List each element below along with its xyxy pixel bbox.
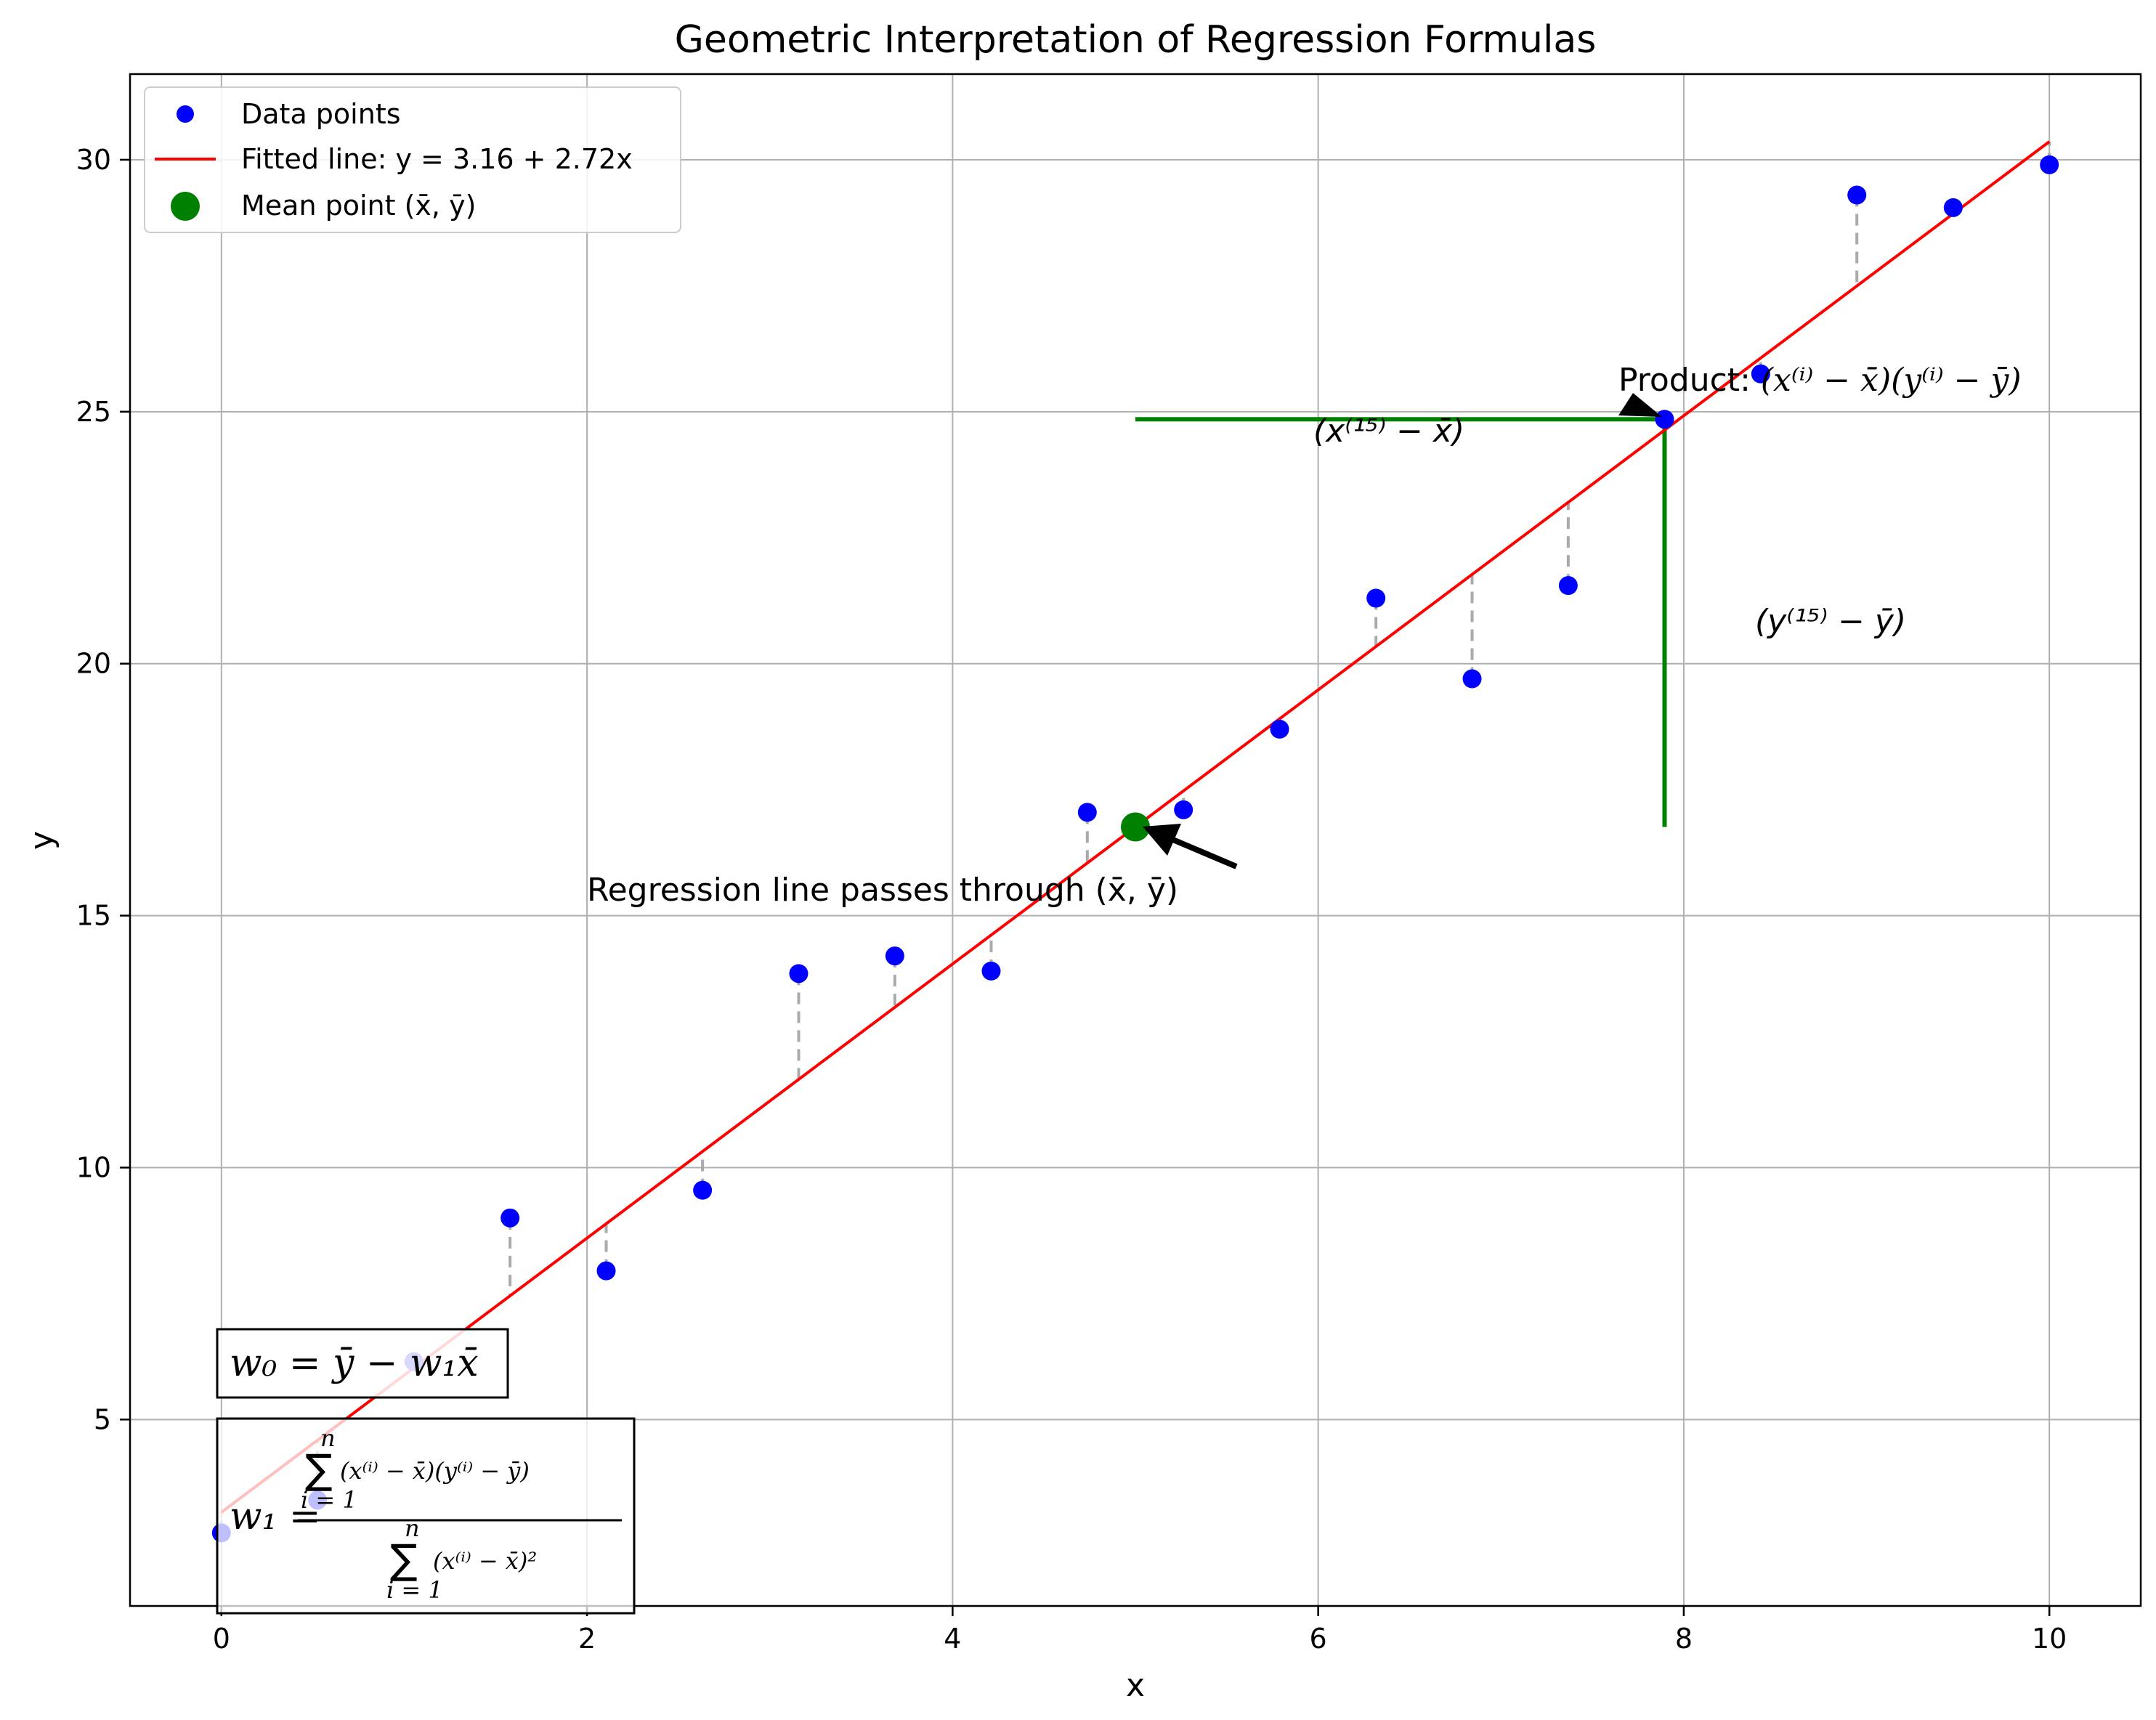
w0-box: [216, 1328, 509, 1399]
w1-den-sum: ∑: [390, 1536, 418, 1583]
x-tick-label: 2: [578, 1623, 596, 1655]
x-tick-label: 8: [1675, 1623, 1693, 1655]
plot-frame: [129, 73, 2142, 1607]
y-ticks: 5 10 15 20 25 30: [76, 144, 130, 1435]
product-annotation-text: Product: (x⁽ⁱ⁾ − x̄)(y⁽ⁱ⁾ − ȳ): [1618, 362, 2022, 399]
data-point: [596, 1261, 616, 1281]
product-arrow-head: [1618, 393, 1662, 417]
data-point: [1751, 364, 1770, 384]
w1-box: [216, 1417, 636, 1615]
y-tick-label: 10: [76, 1151, 111, 1183]
data-point: [1270, 719, 1289, 739]
x-tick-label: 0: [213, 1623, 230, 1655]
w1-num-sum-upper: n: [320, 1424, 336, 1452]
data-point: [1174, 800, 1194, 819]
w1-num-sum: ∑: [305, 1446, 333, 1493]
mean-point: [1121, 812, 1150, 842]
data-point: [981, 961, 1001, 981]
mean-point-group: [1121, 812, 1150, 842]
deviation-lines: [1135, 417, 1667, 827]
legend-marker-mean: [171, 192, 200, 221]
legend-label-line: Fitted line: y = 3.16 + 2.72x: [241, 143, 633, 175]
w1-formula-box: w₁ = n ∑ i = 1 (x⁽ⁱ⁾ − x̄)(y⁽ⁱ⁾ − ȳ) n ∑…: [216, 1417, 636, 1615]
w1-denominator: (x⁽ⁱ⁾ − x̄)²: [433, 1547, 537, 1575]
w1-num-sum-lower: i = 1: [301, 1486, 357, 1514]
mean-annotation-text: Regression line passes through (x̄, ȳ): [587, 872, 1178, 909]
data-point: [1558, 576, 1578, 596]
w1-lhs: w₁ =: [230, 1495, 320, 1538]
y-deviation-label: (y⁽¹⁵⁾ − ȳ): [1755, 603, 1906, 640]
w1-den-sum-upper: n: [405, 1514, 420, 1542]
legend-box: [144, 86, 681, 233]
data-point: [500, 1208, 520, 1228]
mean-arrow-shaft: [1168, 835, 1238, 869]
data-point: [1943, 198, 1963, 217]
y-tick-label: 30: [76, 144, 111, 176]
data-point: [693, 1180, 713, 1200]
legend-marker-data: [177, 105, 194, 123]
data-point: [1847, 185, 1867, 205]
data-point: [2040, 155, 2059, 174]
w0-formula: w₀ = ȳ − w₁x̄: [230, 1342, 479, 1385]
w0-formula-box: w₀ = ȳ − w₁x̄: [216, 1328, 509, 1399]
product-prefix: Product:: [1618, 362, 1761, 399]
legend-label-mean: Mean point (x̄, ȳ): [241, 190, 476, 222]
x-tick-label: 10: [2032, 1623, 2067, 1655]
legend-label-data: Data points: [241, 98, 401, 130]
data-point: [885, 946, 904, 966]
w1-den-sum-lower: i = 1: [386, 1576, 443, 1604]
chart-title: Geometric Interpretation of Regression F…: [675, 18, 1597, 62]
y-tick-label: 25: [76, 396, 111, 428]
data-point: [1077, 803, 1097, 822]
y-tick-label: 15: [76, 900, 111, 932]
data-point: [1655, 410, 1674, 429]
x-deviation-label: (x⁽¹⁵⁾ − x̄): [1313, 413, 1464, 450]
x-axis-label: x: [1126, 1667, 1145, 1704]
x-ticks: 0 2 4 6 8 10: [213, 1606, 2067, 1655]
mean-arrow-head: [1143, 824, 1181, 856]
product-annotation: Product: (x⁽ⁱ⁾ − x̄)(y⁽ⁱ⁾ − ȳ): [1618, 362, 2022, 417]
x-tick-label: 4: [944, 1623, 961, 1655]
y-tick-label: 5: [94, 1403, 111, 1435]
product-math: (x⁽ⁱ⁾ − x̄)(y⁽ⁱ⁾ − ȳ): [1761, 362, 2022, 399]
legend: Data points Fitted line: y = 3.16 + 2.72…: [144, 86, 681, 233]
x-tick-label: 6: [1310, 1623, 1327, 1655]
data-point: [789, 964, 808, 983]
data-point: [1366, 588, 1386, 608]
data-point: [1462, 669, 1482, 689]
y-axis-label: y: [23, 831, 60, 850]
mean-annotation: Regression line passes through (x̄, ȳ): [587, 824, 1238, 909]
w1-numerator: (x⁽ⁱ⁾ − x̄)(y⁽ⁱ⁾ − ȳ): [340, 1457, 530, 1485]
y-tick-label: 20: [76, 648, 111, 680]
